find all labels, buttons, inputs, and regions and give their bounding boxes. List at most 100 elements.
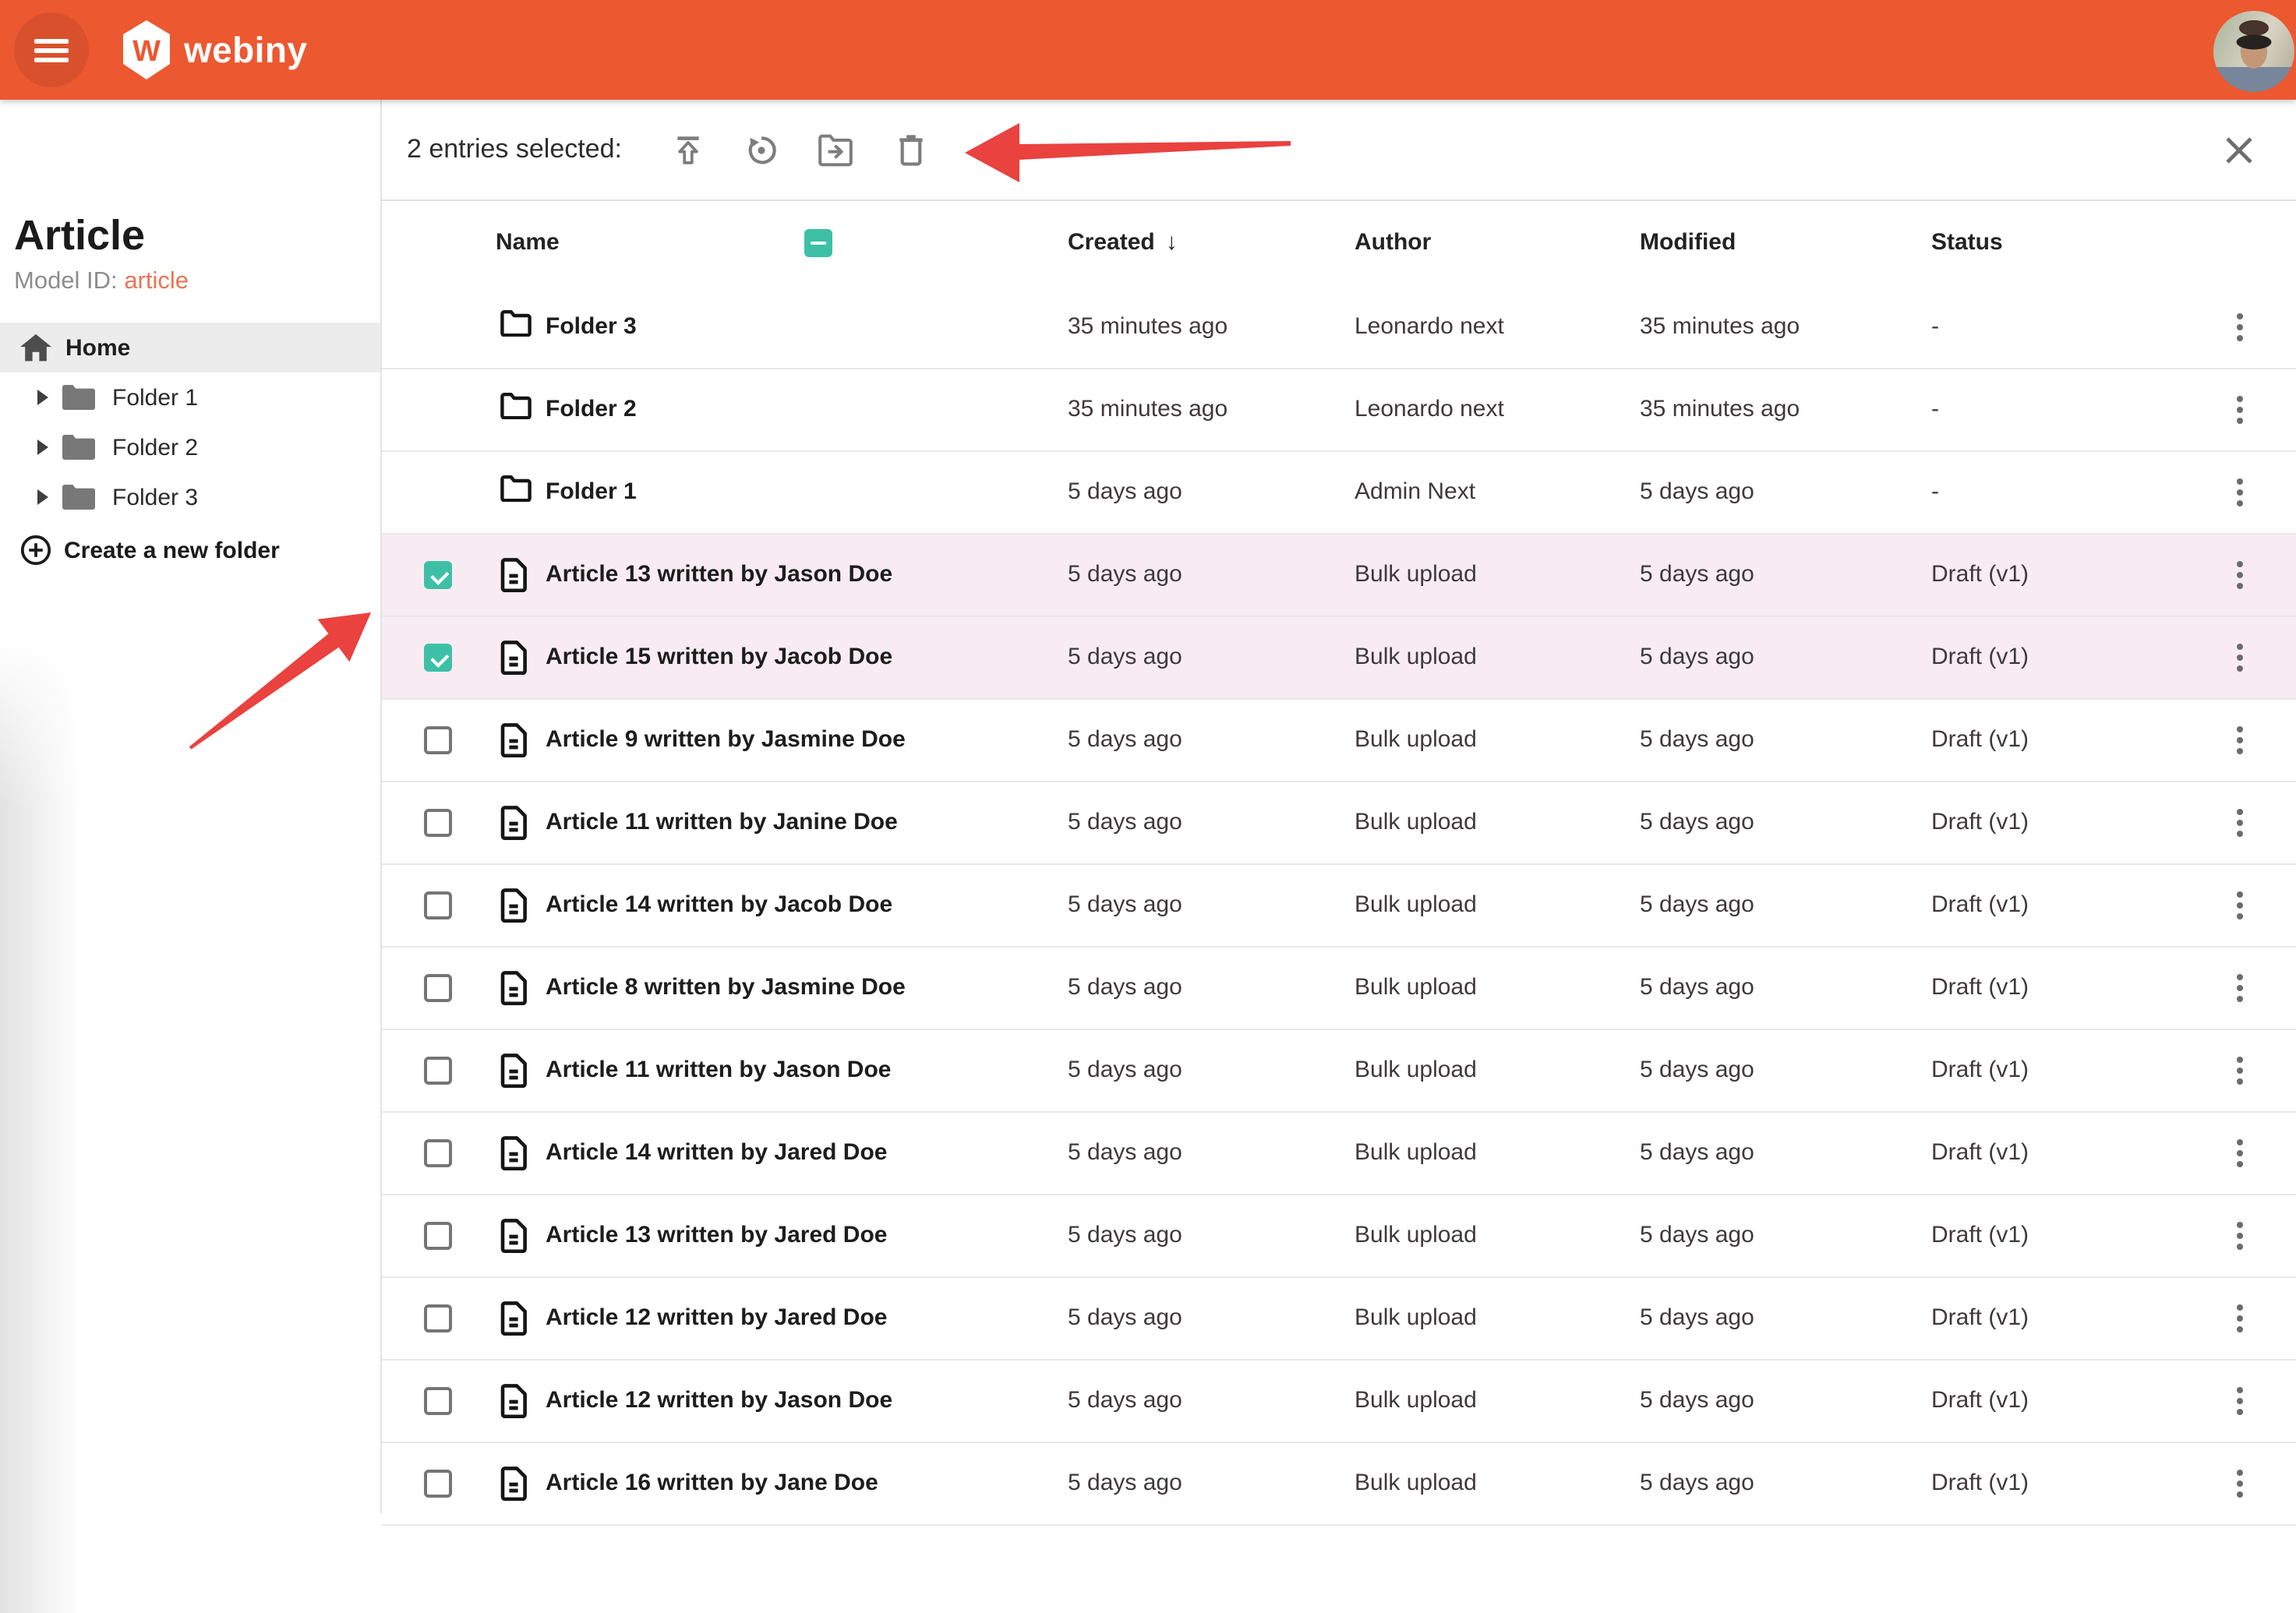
row-checkbox[interactable] [424, 561, 452, 589]
row-name[interactable]: Article 14 written by Jacob Doe [546, 891, 893, 918]
row-checkbox[interactable] [424, 1222, 452, 1250]
row-modified: 5 days ago [1640, 809, 1754, 835]
row-name[interactable]: Article 14 written by Jared Doe [546, 1139, 888, 1166]
row-name[interactable]: Article 11 written by Jason Doe [546, 1057, 892, 1083]
row-type-icon [500, 475, 532, 502]
sidebar-item-home[interactable]: Home [0, 323, 380, 372]
chevron-right-icon[interactable] [37, 439, 48, 455]
webiny-admin-page: W webiny Article Model ID: article Home … [0, 0, 2296, 1513]
row-actions-kebab-icon[interactable] [2221, 1216, 2259, 1256]
row-actions-kebab-icon[interactable] [2221, 637, 2259, 678]
row-type-icon [500, 1054, 527, 1088]
unpublish-entries-button[interactable] [733, 122, 789, 178]
row-author: Bulk upload [1355, 1057, 1477, 1083]
row-actions-kebab-icon[interactable] [2221, 1381, 2259, 1421]
row-name[interactable]: Article 8 written by Jasmine Doe [546, 974, 906, 1001]
entries-panel: 2 entries selected: [382, 100, 2296, 1526]
model-id-value: article [124, 268, 189, 295]
row-modified: 5 days ago [1640, 891, 1754, 918]
hamburger-menu-icon[interactable] [14, 12, 89, 87]
row-name[interactable]: Article 16 written by Jane Doe [546, 1470, 878, 1496]
sidebar-folder-item[interactable]: Folder 1 [0, 372, 380, 422]
row-actions-kebab-icon[interactable] [2221, 307, 2259, 348]
row-actions-kebab-icon[interactable] [2221, 1050, 2259, 1091]
chevron-right-icon[interactable] [37, 489, 48, 505]
row-checkbox[interactable] [424, 644, 452, 672]
row-actions-kebab-icon[interactable] [2221, 472, 2259, 513]
select-all-checkbox[interactable] [804, 229, 832, 257]
column-header-modified[interactable]: Modified [1640, 229, 1736, 256]
create-new-folder-button[interactable]: Create a new folder [20, 535, 280, 566]
row-status: Draft (v1) [1931, 726, 2029, 753]
row-author: Bulk upload [1355, 726, 1477, 753]
row-type-icon [500, 1136, 527, 1170]
row-actions-kebab-icon[interactable] [2221, 555, 2259, 595]
row-name[interactable]: Article 13 written by Jared Doe [546, 1222, 888, 1248]
table-row: Article 15 written by Jacob Doe 5 days a… [382, 617, 2296, 700]
row-created: 5 days ago [1068, 974, 1182, 1001]
page-title: Article [14, 212, 146, 259]
row-name[interactable]: Article 12 written by Jason Doe [546, 1387, 893, 1414]
row-name[interactable]: Article 9 written by Jasmine Doe [546, 726, 906, 753]
table-row: Article 12 written by Jared Doe 5 days a… [382, 1278, 2296, 1361]
row-checkbox[interactable] [424, 1139, 452, 1167]
close-selection-button[interactable] [2210, 122, 2266, 178]
row-modified: 5 days ago [1640, 561, 1754, 588]
row-actions-kebab-icon[interactable] [2221, 720, 2259, 761]
row-name[interactable]: Article 12 written by Jared Doe [546, 1304, 888, 1331]
table-row: Folder 1 5 days ago Admin Next 5 days ag… [382, 452, 2296, 535]
row-status: - [1931, 313, 1939, 340]
folder-icon [62, 435, 95, 460]
brand-wordmark: webiny [184, 30, 308, 70]
row-checkbox[interactable] [424, 1387, 452, 1415]
row-checkbox[interactable] [424, 1470, 452, 1498]
row-actions-kebab-icon[interactable] [2221, 803, 2259, 843]
table-row: Article 13 written by Jason Doe 5 days a… [382, 535, 2296, 617]
sidebar-folder-item[interactable]: Folder 3 [0, 472, 380, 522]
row-author: Bulk upload [1355, 561, 1477, 588]
chevron-right-icon[interactable] [37, 390, 48, 405]
delete-entries-button[interactable] [882, 122, 938, 178]
row-created: 5 days ago [1068, 1222, 1182, 1248]
row-checkbox[interactable] [424, 974, 452, 1002]
table-header: Name Created ↓ Author Modified Status [382, 199, 2296, 288]
sidebar-folder-item[interactable]: Folder 2 [0, 422, 380, 472]
row-type-icon [500, 393, 532, 419]
row-checkbox[interactable] [424, 891, 452, 919]
row-name[interactable]: Article 11 written by Janine Doe [546, 809, 898, 835]
row-name[interactable]: Folder 2 [546, 396, 637, 422]
column-header-status[interactable]: Status [1931, 229, 2003, 256]
row-checkbox[interactable] [424, 1304, 452, 1332]
row-checkbox[interactable] [424, 726, 452, 754]
selected-count-text: 2 entries selected: [407, 134, 622, 164]
row-checkbox[interactable] [424, 1057, 452, 1085]
folder-label: Folder 2 [112, 434, 199, 461]
column-header-author[interactable]: Author [1355, 229, 1432, 256]
row-status: Draft (v1) [1931, 1222, 2029, 1248]
publish-entries-button[interactable] [659, 122, 715, 178]
row-actions-kebab-icon[interactable] [2221, 885, 2259, 926]
row-actions-kebab-icon[interactable] [2221, 968, 2259, 1008]
row-type-icon [500, 888, 527, 923]
move-to-folder-button[interactable] [807, 122, 864, 178]
column-header-name[interactable]: Name [496, 229, 560, 256]
row-modified: 5 days ago [1640, 1470, 1754, 1496]
row-actions-kebab-icon[interactable] [2221, 390, 2259, 430]
row-actions-kebab-icon[interactable] [2221, 1133, 2259, 1174]
sidebar-home-label: Home [65, 334, 131, 361]
plus-circle-icon [20, 535, 51, 566]
row-name[interactable]: Article 13 written by Jason Doe [546, 561, 893, 588]
webiny-logo: W webiny [122, 20, 307, 79]
row-name[interactable]: Article 15 written by Jacob Doe [546, 644, 893, 670]
row-actions-kebab-icon[interactable] [2221, 1298, 2259, 1339]
bulk-actions-toolbar: 2 entries selected: [382, 100, 2296, 201]
row-type-icon [500, 1219, 527, 1253]
table-row: Article 12 written by Jason Doe 5 days a… [382, 1361, 2296, 1443]
row-author: Bulk upload [1355, 644, 1477, 670]
row-name[interactable]: Folder 3 [546, 313, 637, 340]
row-checkbox[interactable] [424, 809, 452, 837]
row-actions-kebab-icon[interactable] [2221, 1463, 2259, 1504]
row-name[interactable]: Folder 1 [546, 478, 637, 505]
column-header-created[interactable]: Created ↓ [1068, 229, 1178, 256]
user-avatar[interactable] [2213, 11, 2294, 92]
